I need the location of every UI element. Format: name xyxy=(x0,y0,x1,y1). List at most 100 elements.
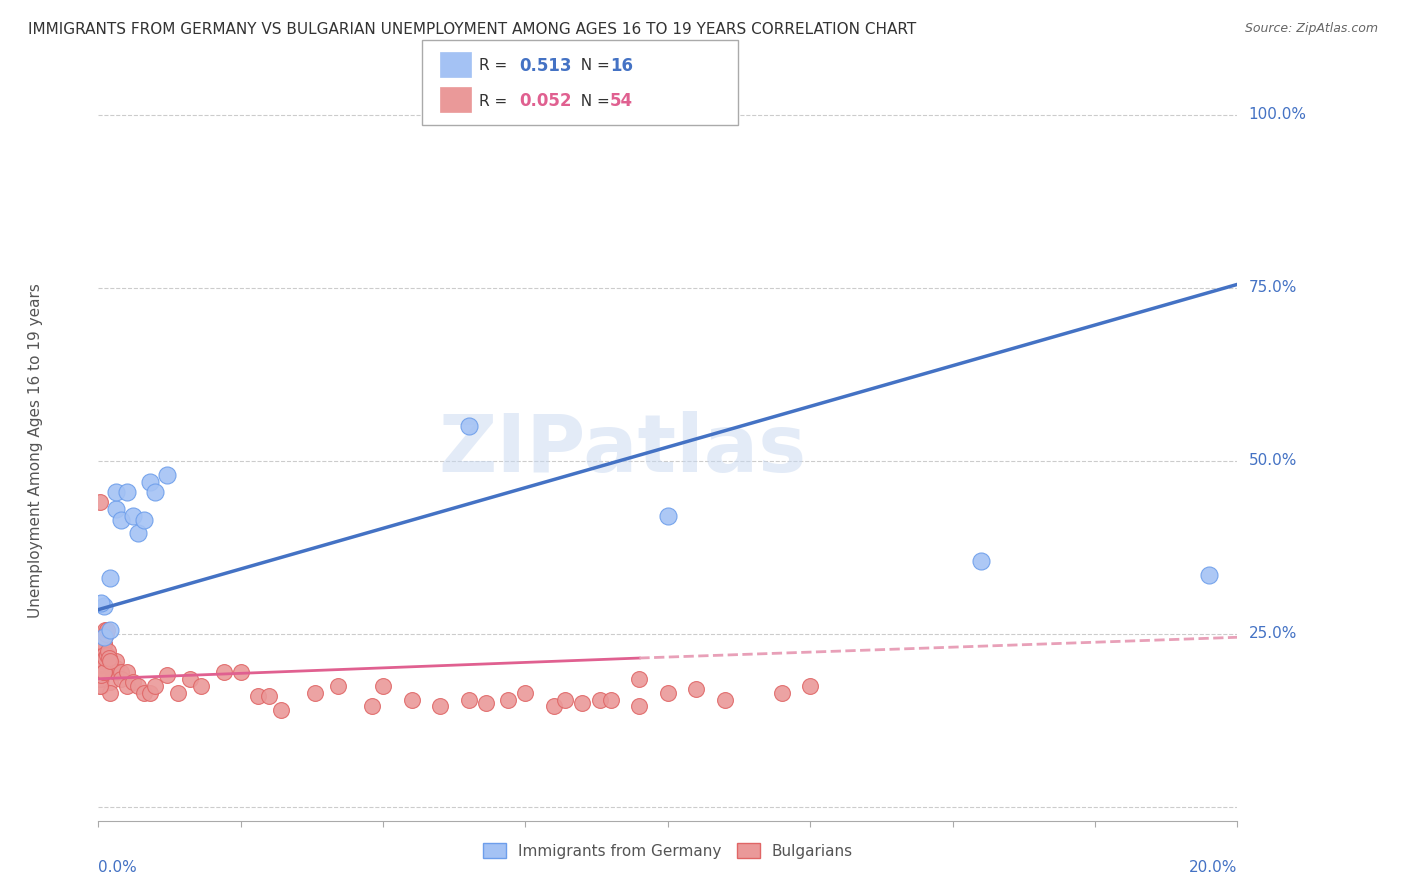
Text: N =: N = xyxy=(571,58,614,73)
Point xyxy=(98,624,121,638)
Point xyxy=(121,509,143,524)
Point xyxy=(110,665,132,679)
Point xyxy=(90,637,112,651)
Point xyxy=(326,679,349,693)
Point xyxy=(93,665,115,679)
Text: R =: R = xyxy=(479,94,513,109)
Text: R =: R = xyxy=(479,58,513,73)
Text: IMMIGRANTS FROM GERMANY VS BULGARIAN UNEMPLOYMENT AMONG AGES 16 TO 19 YEARS CORR: IMMIGRANTS FROM GERMANY VS BULGARIAN UNE… xyxy=(28,22,917,37)
Text: ZIPatlas: ZIPatlas xyxy=(439,411,807,490)
Point xyxy=(657,685,679,699)
Point xyxy=(156,467,179,482)
Point xyxy=(304,685,326,699)
Point xyxy=(93,637,115,651)
Point xyxy=(94,624,117,638)
Point xyxy=(98,572,121,586)
Point xyxy=(89,648,111,662)
Text: 75.0%: 75.0% xyxy=(1249,280,1296,295)
Legend: Immigrants from Germany, Bulgarians: Immigrants from Germany, Bulgarians xyxy=(477,837,859,865)
Point xyxy=(93,657,115,672)
Point xyxy=(98,655,121,669)
Point xyxy=(104,502,127,516)
Point xyxy=(89,672,111,686)
Point xyxy=(270,703,292,717)
Point xyxy=(90,668,112,682)
Point xyxy=(104,661,127,675)
Point xyxy=(104,665,127,679)
Point xyxy=(770,685,793,699)
Point xyxy=(110,513,132,527)
Point xyxy=(98,657,121,672)
Point xyxy=(588,692,610,706)
Point xyxy=(93,648,115,662)
Point xyxy=(91,657,114,672)
Point xyxy=(115,485,138,500)
Point xyxy=(259,689,281,703)
Point xyxy=(93,644,115,658)
Point xyxy=(96,648,118,662)
Point xyxy=(104,485,127,500)
Point xyxy=(90,648,112,662)
Point xyxy=(628,699,651,714)
Point xyxy=(93,648,115,662)
Point xyxy=(457,419,479,434)
Point xyxy=(121,675,143,690)
Point xyxy=(373,679,395,693)
Point xyxy=(554,692,576,706)
Point xyxy=(104,655,127,669)
Point xyxy=(360,699,382,714)
Point xyxy=(93,630,115,644)
Point xyxy=(110,672,132,686)
Point xyxy=(127,679,149,693)
Point xyxy=(401,692,423,706)
Text: 0.0%: 0.0% xyxy=(98,860,138,874)
Text: 54: 54 xyxy=(610,93,633,111)
Text: 100.0%: 100.0% xyxy=(1249,107,1306,122)
Point xyxy=(96,644,118,658)
Point xyxy=(90,672,112,686)
Point xyxy=(714,692,737,706)
Point xyxy=(145,679,167,693)
Text: 0.052: 0.052 xyxy=(519,93,571,111)
Text: Source: ZipAtlas.com: Source: ZipAtlas.com xyxy=(1244,22,1378,36)
Point xyxy=(90,637,112,651)
Point xyxy=(132,685,155,699)
Point xyxy=(799,679,821,693)
Point xyxy=(93,665,115,679)
Point xyxy=(98,685,121,699)
Point xyxy=(457,692,479,706)
Point xyxy=(156,668,179,682)
Text: N =: N = xyxy=(571,94,614,109)
Point xyxy=(93,630,115,644)
Point xyxy=(657,509,679,524)
Point xyxy=(97,651,120,665)
Point xyxy=(98,675,121,690)
Point xyxy=(89,495,111,509)
Point xyxy=(89,679,111,693)
Text: 25.0%: 25.0% xyxy=(1249,626,1296,641)
Point xyxy=(179,672,201,686)
Point xyxy=(93,665,115,679)
Point xyxy=(498,692,520,706)
Point xyxy=(115,679,138,693)
Point xyxy=(93,637,115,651)
Text: 20.0%: 20.0% xyxy=(1189,860,1237,874)
Point xyxy=(127,526,149,541)
Point xyxy=(246,689,269,703)
Point xyxy=(543,699,565,714)
Point xyxy=(429,699,451,714)
Point xyxy=(98,655,121,669)
Point xyxy=(970,554,993,568)
Point xyxy=(93,599,115,614)
Point xyxy=(132,513,155,527)
Point xyxy=(90,596,112,610)
Point xyxy=(167,685,190,699)
Point xyxy=(190,679,212,693)
Point xyxy=(93,651,115,665)
Point xyxy=(90,679,112,693)
Point xyxy=(90,648,112,662)
Point xyxy=(685,682,707,697)
Point xyxy=(600,692,623,706)
Point xyxy=(96,627,118,641)
Point xyxy=(145,485,167,500)
